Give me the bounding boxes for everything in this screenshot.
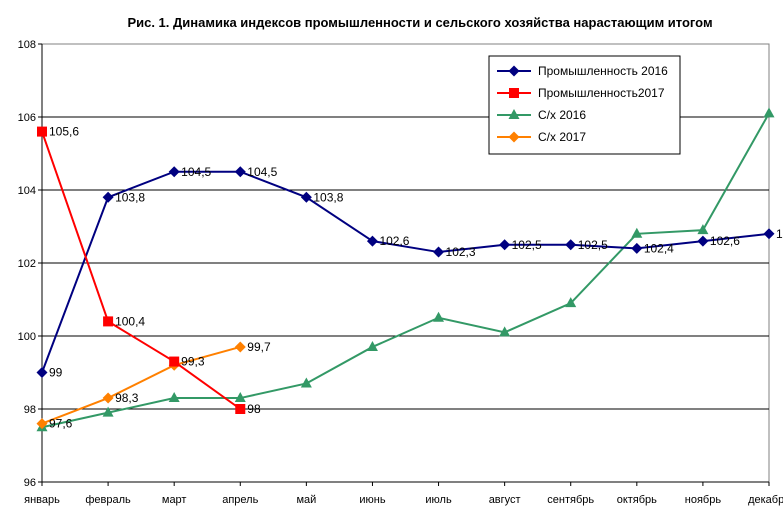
industry-2016-value-label: 104,5 <box>181 165 211 179</box>
agri-2016-point <box>102 406 114 417</box>
industry-2016-point <box>102 191 114 203</box>
x-tick-label: февраль <box>85 494 131 506</box>
series-layer <box>36 107 775 432</box>
industry-2017-value-label: 98 <box>247 402 261 416</box>
industry-2017-point <box>169 356 180 367</box>
agri-2016-point <box>565 297 577 308</box>
agri-2016-point <box>366 340 378 351</box>
industry-2016-point <box>697 235 709 247</box>
industry-2017-legend-marker <box>509 88 519 98</box>
industry-2016-line <box>41 170 770 373</box>
x-tick-label: март <box>162 494 187 506</box>
industry-2016-value-label: 102,8 <box>776 227 783 241</box>
agri-2017-value-label: 97,6 <box>49 417 73 431</box>
industry-2016-value-label: 102,6 <box>710 234 740 248</box>
agri-2017-legend-label: С/х 2017 <box>538 130 586 144</box>
industry-2017-line <box>41 131 241 410</box>
agri-2017-line <box>41 345 241 425</box>
agri-2016-point <box>234 392 246 403</box>
industry-2017-value-label: 100,4 <box>115 314 145 328</box>
y-tick-label: 96 <box>24 477 36 489</box>
industry-2016-value-label: 102,5 <box>578 238 608 252</box>
industry-2016-value-label: 102,5 <box>512 238 542 252</box>
industry-2017-legend-label: Промышленность2017 <box>538 86 665 100</box>
industry-2016-value-label: 102,4 <box>644 241 674 255</box>
industry-2016-value-label: 102,3 <box>446 245 476 259</box>
y-tick-label: 104 <box>18 185 36 197</box>
x-tick-label: июнь <box>359 494 385 506</box>
y-tick-label: 106 <box>18 112 36 124</box>
industry-2016-point <box>499 239 511 251</box>
industry-2016-point <box>631 242 643 254</box>
x-tick-label: октябрь <box>617 494 657 506</box>
axes: 96 98 100 102 104 106 108 январь февраль март апре… <box>18 39 783 506</box>
agri-2016-point <box>499 326 511 337</box>
industry-2016-point <box>763 228 775 240</box>
y-tick-label: 102 <box>18 258 36 270</box>
industry-2016-point <box>433 246 445 258</box>
agri-2016-point <box>763 107 775 118</box>
x-tick-label: сентябрь <box>547 494 594 506</box>
industry-2017-point <box>103 316 114 327</box>
x-tick-label: декабрь <box>748 494 783 506</box>
industry-2016-point <box>366 235 378 247</box>
agri-2017-point <box>234 341 246 353</box>
agri-2017-point <box>36 418 48 430</box>
industry-2017-point <box>235 404 246 414</box>
x-tick-label: август <box>489 494 521 506</box>
agri-2016-point <box>168 392 180 403</box>
agri-2016-point <box>631 227 643 238</box>
x-tick-label: май <box>296 494 316 506</box>
agri-2017-point <box>102 392 114 404</box>
y-tick-label: 100 <box>18 331 36 343</box>
agri-2017-legend-marker <box>508 131 520 143</box>
industry-2016-value-label: 104,5 <box>247 165 277 179</box>
agri-2017-value-label: 98,3 <box>115 391 139 405</box>
industry-2016-point <box>234 166 246 178</box>
legend: Промышленность 2016 Промышленность2017 С/х… <box>488 55 681 155</box>
agri-2016-line <box>41 112 770 429</box>
industry-2016-value-label: 99 <box>49 366 63 380</box>
chart-title: Рис. 1. Динамика индексов промышленности… <box>127 15 712 30</box>
agri-2016-point <box>300 377 312 388</box>
agri-2016-point <box>697 224 709 235</box>
industry-2016-legend-label: Промышленность 2016 <box>538 64 668 78</box>
y-tick-label: 98 <box>24 404 36 416</box>
y-tick-label: 108 <box>18 39 36 51</box>
industry-2017-point <box>37 126 47 137</box>
agri-2016-legend-marker <box>508 109 520 119</box>
industry-2016-point <box>168 166 180 178</box>
industry-2016-point <box>36 367 48 378</box>
industry-2016-point <box>300 191 312 203</box>
agri-2016-point <box>433 311 445 322</box>
data-labels: 99 103,8 104,5 104,5 103,8 102,6 102,3 102,5 102… <box>49 125 783 431</box>
industry-2017-value-label: 105,6 <box>49 125 79 139</box>
x-tick-label: апрель <box>222 494 258 506</box>
x-tick-label: ноябрь <box>685 494 722 506</box>
industry-2016-value-label: 103,8 <box>115 190 145 204</box>
industry-2017-value-label: 99,3 <box>181 355 205 369</box>
agri-2017-value-label: 99,7 <box>247 340 271 354</box>
industry-2016-value-label: 103,8 <box>313 190 343 204</box>
x-tick-label: январь <box>24 494 60 506</box>
agri-2016-legend-label: С/х 2016 <box>538 108 586 122</box>
industry-2016-value-label: 102,6 <box>379 234 409 248</box>
x-tick-label: июль <box>425 494 452 506</box>
industry-2016-point <box>565 239 577 251</box>
industry-2016-legend-marker <box>508 65 520 77</box>
